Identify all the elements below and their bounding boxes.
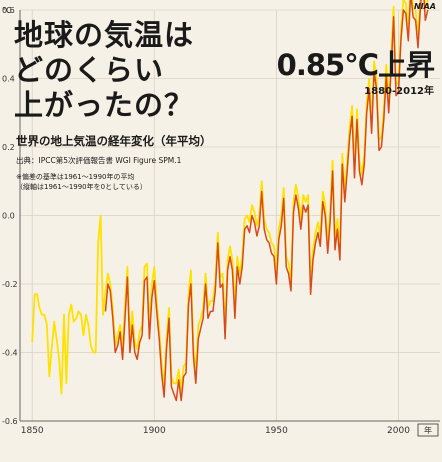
x-unit-box	[417, 423, 439, 437]
y-tick-label: -0.6	[2, 417, 18, 426]
x-tick-label: 2000	[387, 426, 410, 436]
title-line-2: どのくらい	[14, 53, 165, 87]
y-tick-label: -0.2	[2, 280, 18, 289]
x-tick-label: 1900	[143, 426, 166, 436]
baseline-note: ※偏差の基準は1961～1990年の平均 （縦軸は1961～1990年を0として…	[16, 172, 147, 192]
y-tick-label: 0.6	[2, 6, 15, 15]
series-line-yellow	[31, 0, 429, 395]
x-tick-label: 1950	[265, 426, 288, 436]
x-axis-unit: 年	[424, 425, 432, 435]
corner-mark: NIAA	[413, 2, 436, 11]
source-note: 出典：IPCC第5次評価報告書 WGI Figure SPM.1	[16, 156, 182, 165]
y-tick-label: 0.4	[2, 75, 15, 84]
headline-period: 1880-2012年	[364, 86, 434, 97]
title-line-3: 上がったの？	[14, 88, 195, 122]
x-tick-label: 1850	[21, 426, 44, 436]
y-tick-label: 0.2	[2, 143, 15, 152]
headline-value: 0.85°C上昇	[276, 48, 435, 82]
y-tick-label: -0.4	[2, 349, 18, 358]
chart-subtitle: 世界の地上気温の経年変化（年平均）	[16, 134, 212, 148]
y-axis-unit: °C	[2, 6, 12, 15]
note-line-2: （縦軸は1961～1990年を0としている）	[16, 183, 147, 191]
series-line-red	[104, 0, 429, 402]
headline: 0.85°C上昇 1880-2012年	[276, 42, 435, 97]
note-line-1: ※偏差の基準は1961～1990年の平均	[16, 173, 135, 181]
page-title: 地球の気温は どのくらい 上がったの？	[14, 18, 194, 123]
y-tick-label: 0.0	[2, 212, 15, 221]
title-line-1: 地球の気温は	[14, 18, 195, 52]
